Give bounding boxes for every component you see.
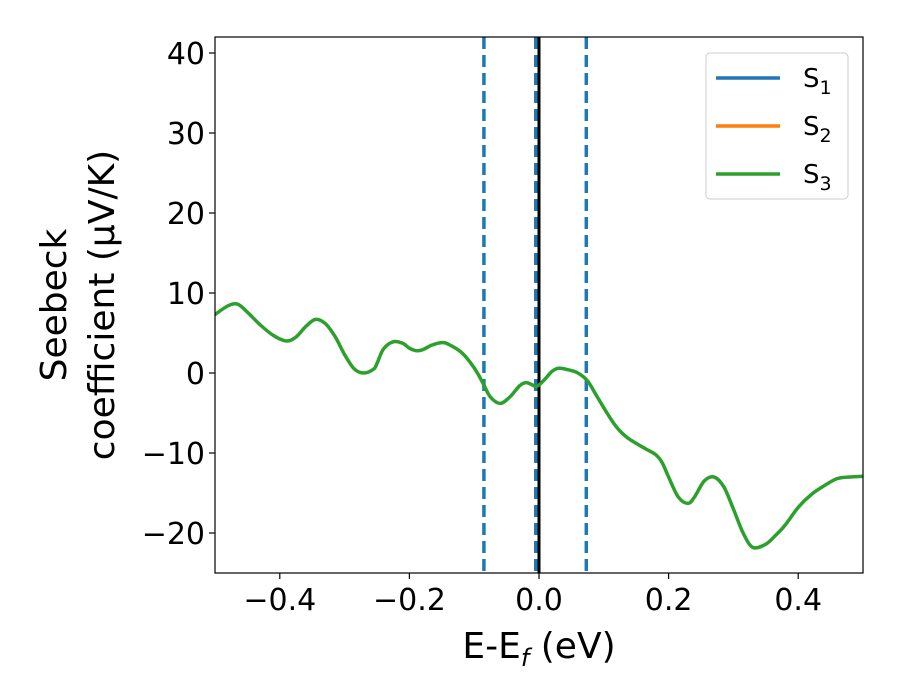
x-tick-label: 0.4 — [774, 583, 822, 618]
y-axis-title-line1: Seebeck — [34, 228, 75, 381]
x-axis-ticks: −0.4 −0.2 0.0 0.2 0.4 — [243, 573, 822, 618]
x-axis-title: E-Ef (eV) — [462, 626, 615, 672]
y-tick-label: 40 — [167, 37, 205, 72]
y-axis-title: Seebeck coefficient (μV/K) — [34, 150, 123, 460]
y-tick-label: 10 — [167, 277, 205, 312]
x-axis-title-suffix: (eV) — [529, 626, 615, 667]
y-tick-label: 0 — [186, 357, 205, 392]
reference-lines — [482, 37, 589, 573]
y-tick-label: −10 — [142, 437, 205, 472]
legend: S1 S2 S3 — [705, 52, 849, 200]
y-tick-label: 20 — [167, 197, 205, 232]
x-tick-label: 0.0 — [515, 583, 563, 618]
y-tick-label: 30 — [167, 117, 205, 152]
x-tick-label: −0.2 — [373, 583, 446, 618]
x-axis-title-main: E-E — [462, 626, 520, 667]
x-tick-label: −0.4 — [243, 583, 316, 618]
series-line-s3 — [215, 301, 863, 550]
y-tick-label: −20 — [142, 517, 205, 552]
y-axis-title-line2: coefficient (μV/K) — [82, 150, 123, 460]
legend-label-s2: S2 — [803, 112, 832, 147]
legend-label-s1: S1 — [803, 64, 832, 99]
series-lines — [215, 301, 863, 550]
y-axis-ticks: −20 −10 0 10 20 30 40 — [142, 37, 215, 552]
legend-label-s3: S3 — [803, 160, 832, 195]
x-tick-label: 0.2 — [645, 583, 693, 618]
